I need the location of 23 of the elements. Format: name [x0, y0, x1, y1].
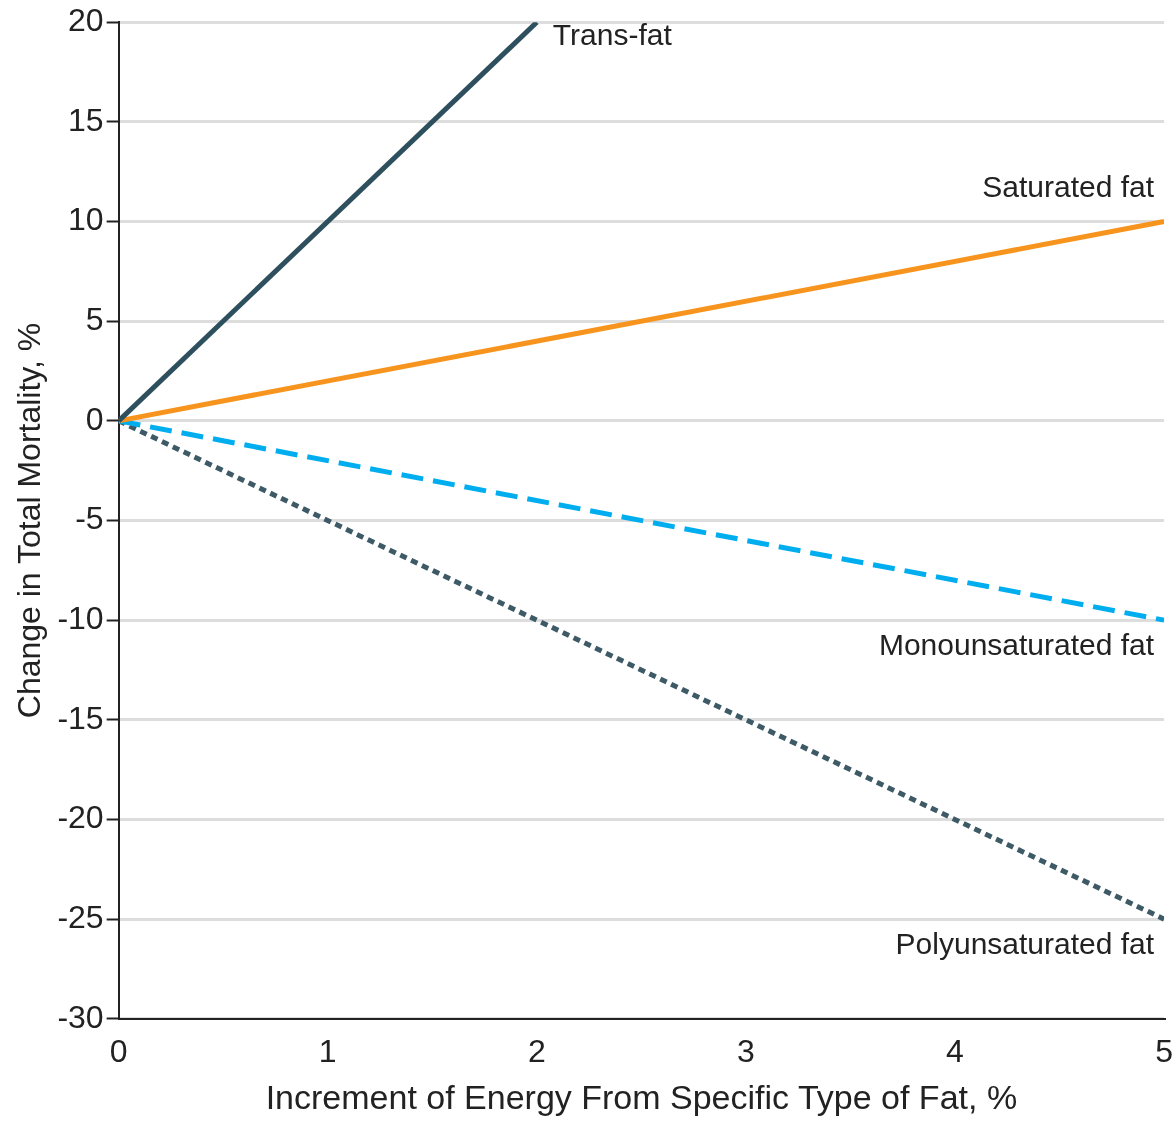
x-tick-label: 2	[527, 1032, 546, 1069]
x-axis-title: Increment of Energy From Specific Type of Fat, %	[265, 1077, 1018, 1116]
y-tick-label: -30	[57, 998, 104, 1035]
x-tick-label: 3	[737, 1032, 755, 1069]
y-tick-label: -10	[57, 599, 104, 636]
y-tick-label: -5	[75, 500, 104, 537]
x-tick-label: 0	[109, 1032, 128, 1069]
y-tick-label: 10	[68, 201, 104, 238]
series-label: Trans-fat	[552, 18, 673, 52]
y-tick-label: 20	[68, 2, 104, 39]
series-label: Saturated fat	[982, 169, 1155, 203]
x-tick-label: 1	[318, 1032, 337, 1069]
y-tick-label: -25	[57, 898, 104, 935]
y-tick-label: 0	[85, 400, 104, 437]
x-tick-label: 4	[946, 1032, 964, 1069]
y-tick-label: 5	[85, 301, 104, 338]
y-tick-label: 15	[68, 101, 104, 138]
x-tick-label: 5	[1155, 1032, 1173, 1069]
y-tick-label: -15	[57, 699, 104, 736]
y-axis-title: Change in Total Mortality, %	[11, 322, 48, 719]
y-tick-label: -20	[57, 799, 104, 836]
series-label: Monounsaturated fat	[878, 628, 1155, 662]
series-label: Polyunsaturated fat	[895, 927, 1155, 961]
